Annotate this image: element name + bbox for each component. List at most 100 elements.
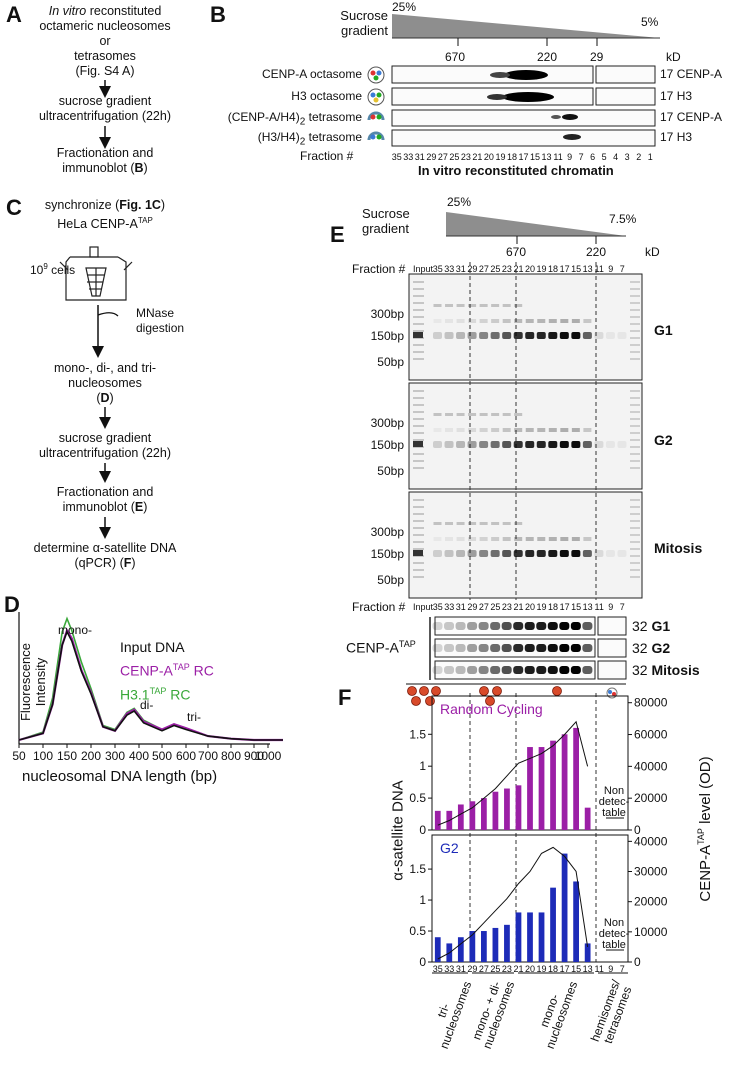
- gel-band-di: [514, 428, 523, 432]
- e-gradient-label: gradient: [362, 221, 409, 236]
- e-fraction2-7: 7: [619, 602, 625, 612]
- cells-post: cells: [47, 263, 76, 277]
- f-bar-rc-25: [492, 791, 499, 830]
- d-xtick-label-500: 500: [152, 749, 172, 763]
- gel-band-di: [514, 537, 523, 541]
- e-bp-2-1: 150bp: [370, 547, 404, 561]
- gel-band-di: [537, 319, 546, 323]
- d-xtick-label-400: 400: [129, 749, 149, 763]
- c-ultra-text: ultracentrifugation (22h): [38, 446, 172, 460]
- gel-band-tri: [479, 304, 488, 307]
- e-blot-label-sup: TAP: [398, 639, 416, 649]
- gel-band: [605, 332, 615, 339]
- b-gradient-triangle: [392, 14, 660, 38]
- blot-band: [582, 666, 593, 674]
- digestion-text: digestion: [136, 321, 185, 335]
- gel-band: [490, 332, 500, 339]
- d-legend-cenpa-text: CENP-A: [120, 662, 173, 679]
- f-nd1-a: Non: [603, 785, 625, 797]
- f-bar-g2-17: [561, 853, 568, 962]
- b-row4-mw: 17: [660, 130, 674, 144]
- in-vitro-text: In vitro: [48, 4, 87, 18]
- gel-band-di: [456, 428, 465, 432]
- sync-post: ): [160, 198, 166, 212]
- gel-band: [467, 441, 477, 448]
- blot-band: [559, 622, 570, 630]
- blot-band: [444, 644, 455, 652]
- f-cat-18: 18: [548, 964, 558, 974]
- e-blot-frames: [434, 616, 627, 680]
- b-fraction-25: 25: [449, 152, 460, 162]
- gel-band-tri: [445, 522, 454, 525]
- gel-band: [571, 332, 581, 339]
- immunoblot-post: ): [143, 161, 148, 175]
- input-band: [413, 550, 423, 556]
- e-fraction2-15: 15: [571, 602, 582, 612]
- b-row2-ab: H3: [676, 89, 693, 103]
- panel-letter-d: D: [4, 592, 20, 617]
- f-bar-g2-25: [492, 927, 499, 962]
- gel-band: [536, 550, 546, 557]
- e-input-label-2: Input: [413, 602, 434, 612]
- blot-band: [547, 622, 558, 630]
- gel-band-di: [525, 319, 534, 323]
- gel-band: [559, 441, 569, 448]
- figure-graphics: [59, 14, 660, 974]
- e-gel-frames: [408, 273, 643, 599]
- e-sucrose-label: Sucrose: [362, 206, 410, 221]
- f-od-line-rc: [437, 720, 589, 826]
- gel-band-di: [491, 319, 500, 323]
- f-cat-27: 27: [479, 964, 489, 974]
- f-bar-rc-29: [469, 801, 476, 830]
- e-fraction-21: 21: [513, 264, 524, 274]
- gel-band: [433, 441, 442, 448]
- gel-band-di: [560, 537, 569, 541]
- b-marker-670: 670: [445, 50, 466, 64]
- b-fraction-7: 7: [578, 152, 584, 162]
- f-cat-31: 31: [456, 964, 466, 974]
- gel-band: [582, 550, 592, 557]
- f-y2tick-label: 40000: [634, 834, 668, 848]
- blot-band: [490, 644, 501, 652]
- gel-band-di: [445, 319, 454, 323]
- e-blot-mitosis-mw: 32: [632, 662, 648, 678]
- f-bar-rc-27: [481, 798, 487, 830]
- e-fraction-19: 19: [536, 264, 547, 274]
- e-fraction-11: 11: [594, 264, 604, 274]
- fig-ref-text: (Fig. S4 A): [75, 64, 135, 78]
- gel-band: [571, 441, 581, 448]
- f-nd2-b: detec-: [598, 928, 630, 940]
- f-y2tick-label: 60000: [634, 728, 668, 742]
- d-xtick-label-800: 800: [221, 749, 241, 763]
- gel-band: [594, 332, 604, 339]
- f-ylabel-right: CENP-ATAP level (OD): [696, 729, 714, 929]
- gel-band-tri: [433, 522, 442, 525]
- f-chart: 0 0.5 1 1.5 0 20000 40000 60000 80000 Random Cycl…: [409, 695, 668, 974]
- gel-band-tri: [514, 304, 523, 307]
- gel-band-tri: [502, 413, 511, 416]
- gel-band-di: [583, 428, 592, 432]
- b-fraction-23: 23: [460, 152, 471, 162]
- gel-band-di: [583, 537, 592, 541]
- f-ytick-label: 0.5: [409, 791, 426, 805]
- e-fraction-17: 17: [559, 264, 570, 274]
- hela-sup: TAP: [137, 216, 153, 225]
- gel-band-di: [514, 319, 523, 323]
- gel-band-di: [479, 428, 488, 432]
- f-ytick-label: 1: [419, 893, 426, 907]
- f-nondetect-1: Non detec-table: [594, 786, 634, 819]
- b-grad-top: 25%: [392, 0, 417, 14]
- b-fraction-row: 35 33 31 29 27 25 23 21 20 19 18 17 15 13 11 9 7 6 5 4 3 2 1: [391, 152, 656, 164]
- e-gradient-triangle: [446, 212, 626, 236]
- b-fraction-9: 9: [567, 152, 573, 162]
- b-row4-main: (H3/H4): [257, 130, 300, 144]
- f-bar-rc-20: [527, 747, 533, 830]
- b-row3-ab: CENP-A: [676, 110, 723, 124]
- d-xtick-label-200: 200: [81, 749, 101, 763]
- f-cat-13: 13: [583, 964, 593, 974]
- hela-text: HeLa CENP-A: [57, 217, 138, 232]
- d-legend-cenpa-post: RC: [189, 662, 214, 679]
- gel-band-tri: [502, 522, 511, 525]
- gel-band-tri: [491, 413, 500, 416]
- e-fraction-29: 29: [467, 264, 478, 274]
